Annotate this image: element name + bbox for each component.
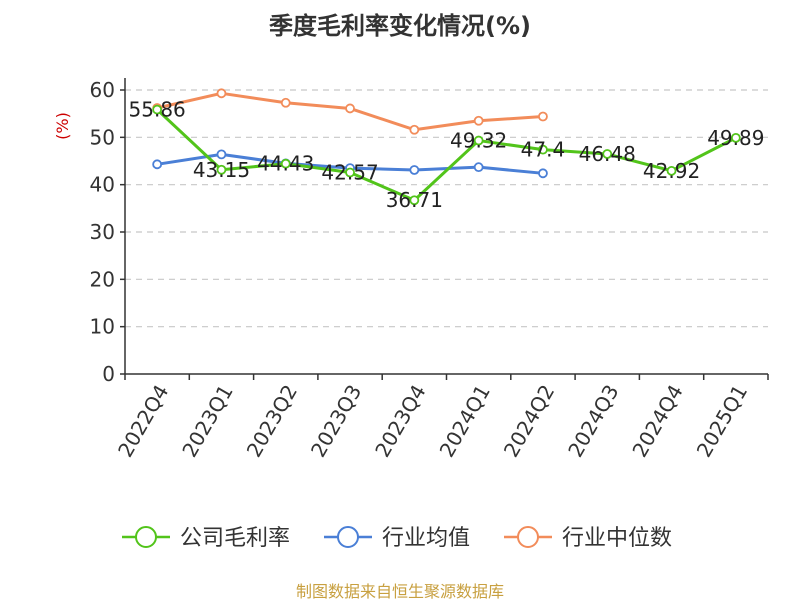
data-point[interactable] <box>473 135 484 146</box>
x-tick-label: 2024Q1 <box>435 381 495 462</box>
source-note: 制图数据来自恒生聚源数据库 <box>295 582 504 601</box>
x-tick-label: 2023Q3 <box>306 381 366 462</box>
legend-item[interactable]: 公司毛利率 <box>122 526 290 551</box>
x-tick-label: 2024Q2 <box>499 381 559 462</box>
y-tick-label: 10 <box>90 315 115 339</box>
y-tick-label: 0 <box>102 362 115 386</box>
data-label: 49.32 <box>450 129 507 153</box>
data-point[interactable] <box>473 115 484 126</box>
data-label: 55.86 <box>129 98 186 122</box>
legend: 公司毛利率 行业均值 行业中位数 <box>122 526 672 551</box>
x-tick-label: 2023Q1 <box>177 381 237 462</box>
grid-lines <box>125 89 768 328</box>
x-tick-label: 2023Q2 <box>242 381 302 462</box>
legend-marker <box>135 526 157 548</box>
legend-label: 行业中位数 <box>562 526 672 551</box>
x-tick-label: 2025Q1 <box>692 381 752 462</box>
series-company <box>152 104 741 206</box>
series-layer <box>152 88 741 206</box>
data-point[interactable] <box>152 104 163 115</box>
data-point[interactable] <box>216 164 227 175</box>
data-point[interactable] <box>409 165 420 175</box>
data-label: 46.48 <box>579 142 636 166</box>
data-point[interactable] <box>666 165 677 176</box>
data-point[interactable] <box>409 195 420 206</box>
data-label: 42.57 <box>321 161 378 185</box>
legend-marker <box>337 526 359 548</box>
legend-label: 行业均值 <box>382 526 470 551</box>
data-point[interactable] <box>730 132 741 143</box>
legend-item[interactable]: 行业中位数 <box>504 526 672 551</box>
data-label-layer: 55.86 43.15 44.43 42.57 36.71 49.32 47.4 46.48 4… <box>129 98 765 213</box>
y-tick-label: 60 <box>90 78 115 102</box>
x-tick-label: 2024Q4 <box>627 381 687 462</box>
data-point[interactable] <box>216 149 227 160</box>
data-point[interactable] <box>280 97 291 108</box>
data-label: 49.89 <box>707 126 764 150</box>
data-point[interactable] <box>280 158 291 169</box>
data-point[interactable] <box>216 88 227 99</box>
data-label: 47.4 <box>521 138 566 162</box>
series-industry-median <box>152 88 548 135</box>
y-tick-label: 50 <box>90 125 115 149</box>
data-point[interactable] <box>345 103 355 114</box>
y-axis-unit-label: (%) <box>53 112 72 140</box>
data-point[interactable] <box>152 159 163 170</box>
data-point[interactable] <box>602 149 613 159</box>
data-point[interactable] <box>473 162 484 173</box>
legend-label: 公司毛利率 <box>180 526 290 551</box>
data-label: 44.43 <box>257 152 314 176</box>
legend-item[interactable]: 行业均值 <box>324 526 470 551</box>
data-point[interactable] <box>538 111 548 122</box>
series-line <box>156 108 737 202</box>
data-point[interactable] <box>409 124 420 135</box>
x-tick-label: 2024Q3 <box>563 381 623 462</box>
data-point[interactable] <box>538 168 548 179</box>
data-point[interactable] <box>538 144 548 155</box>
data-label: 36.71 <box>386 188 443 212</box>
y-tick-label: 40 <box>90 173 115 197</box>
x-tick-label: 2022Q4 <box>113 381 173 462</box>
x-tick-label: 2023Q4 <box>370 381 430 462</box>
data-point[interactable] <box>345 167 355 178</box>
data-label: 43.15 <box>193 158 250 182</box>
legend-marker <box>517 526 539 548</box>
y-tick-label: 30 <box>90 220 115 244</box>
data-label: 42.92 <box>643 159 700 183</box>
y-tick-label: 20 <box>90 267 115 291</box>
chart-title: 季度毛利率变化情况(%) <box>269 12 531 40</box>
